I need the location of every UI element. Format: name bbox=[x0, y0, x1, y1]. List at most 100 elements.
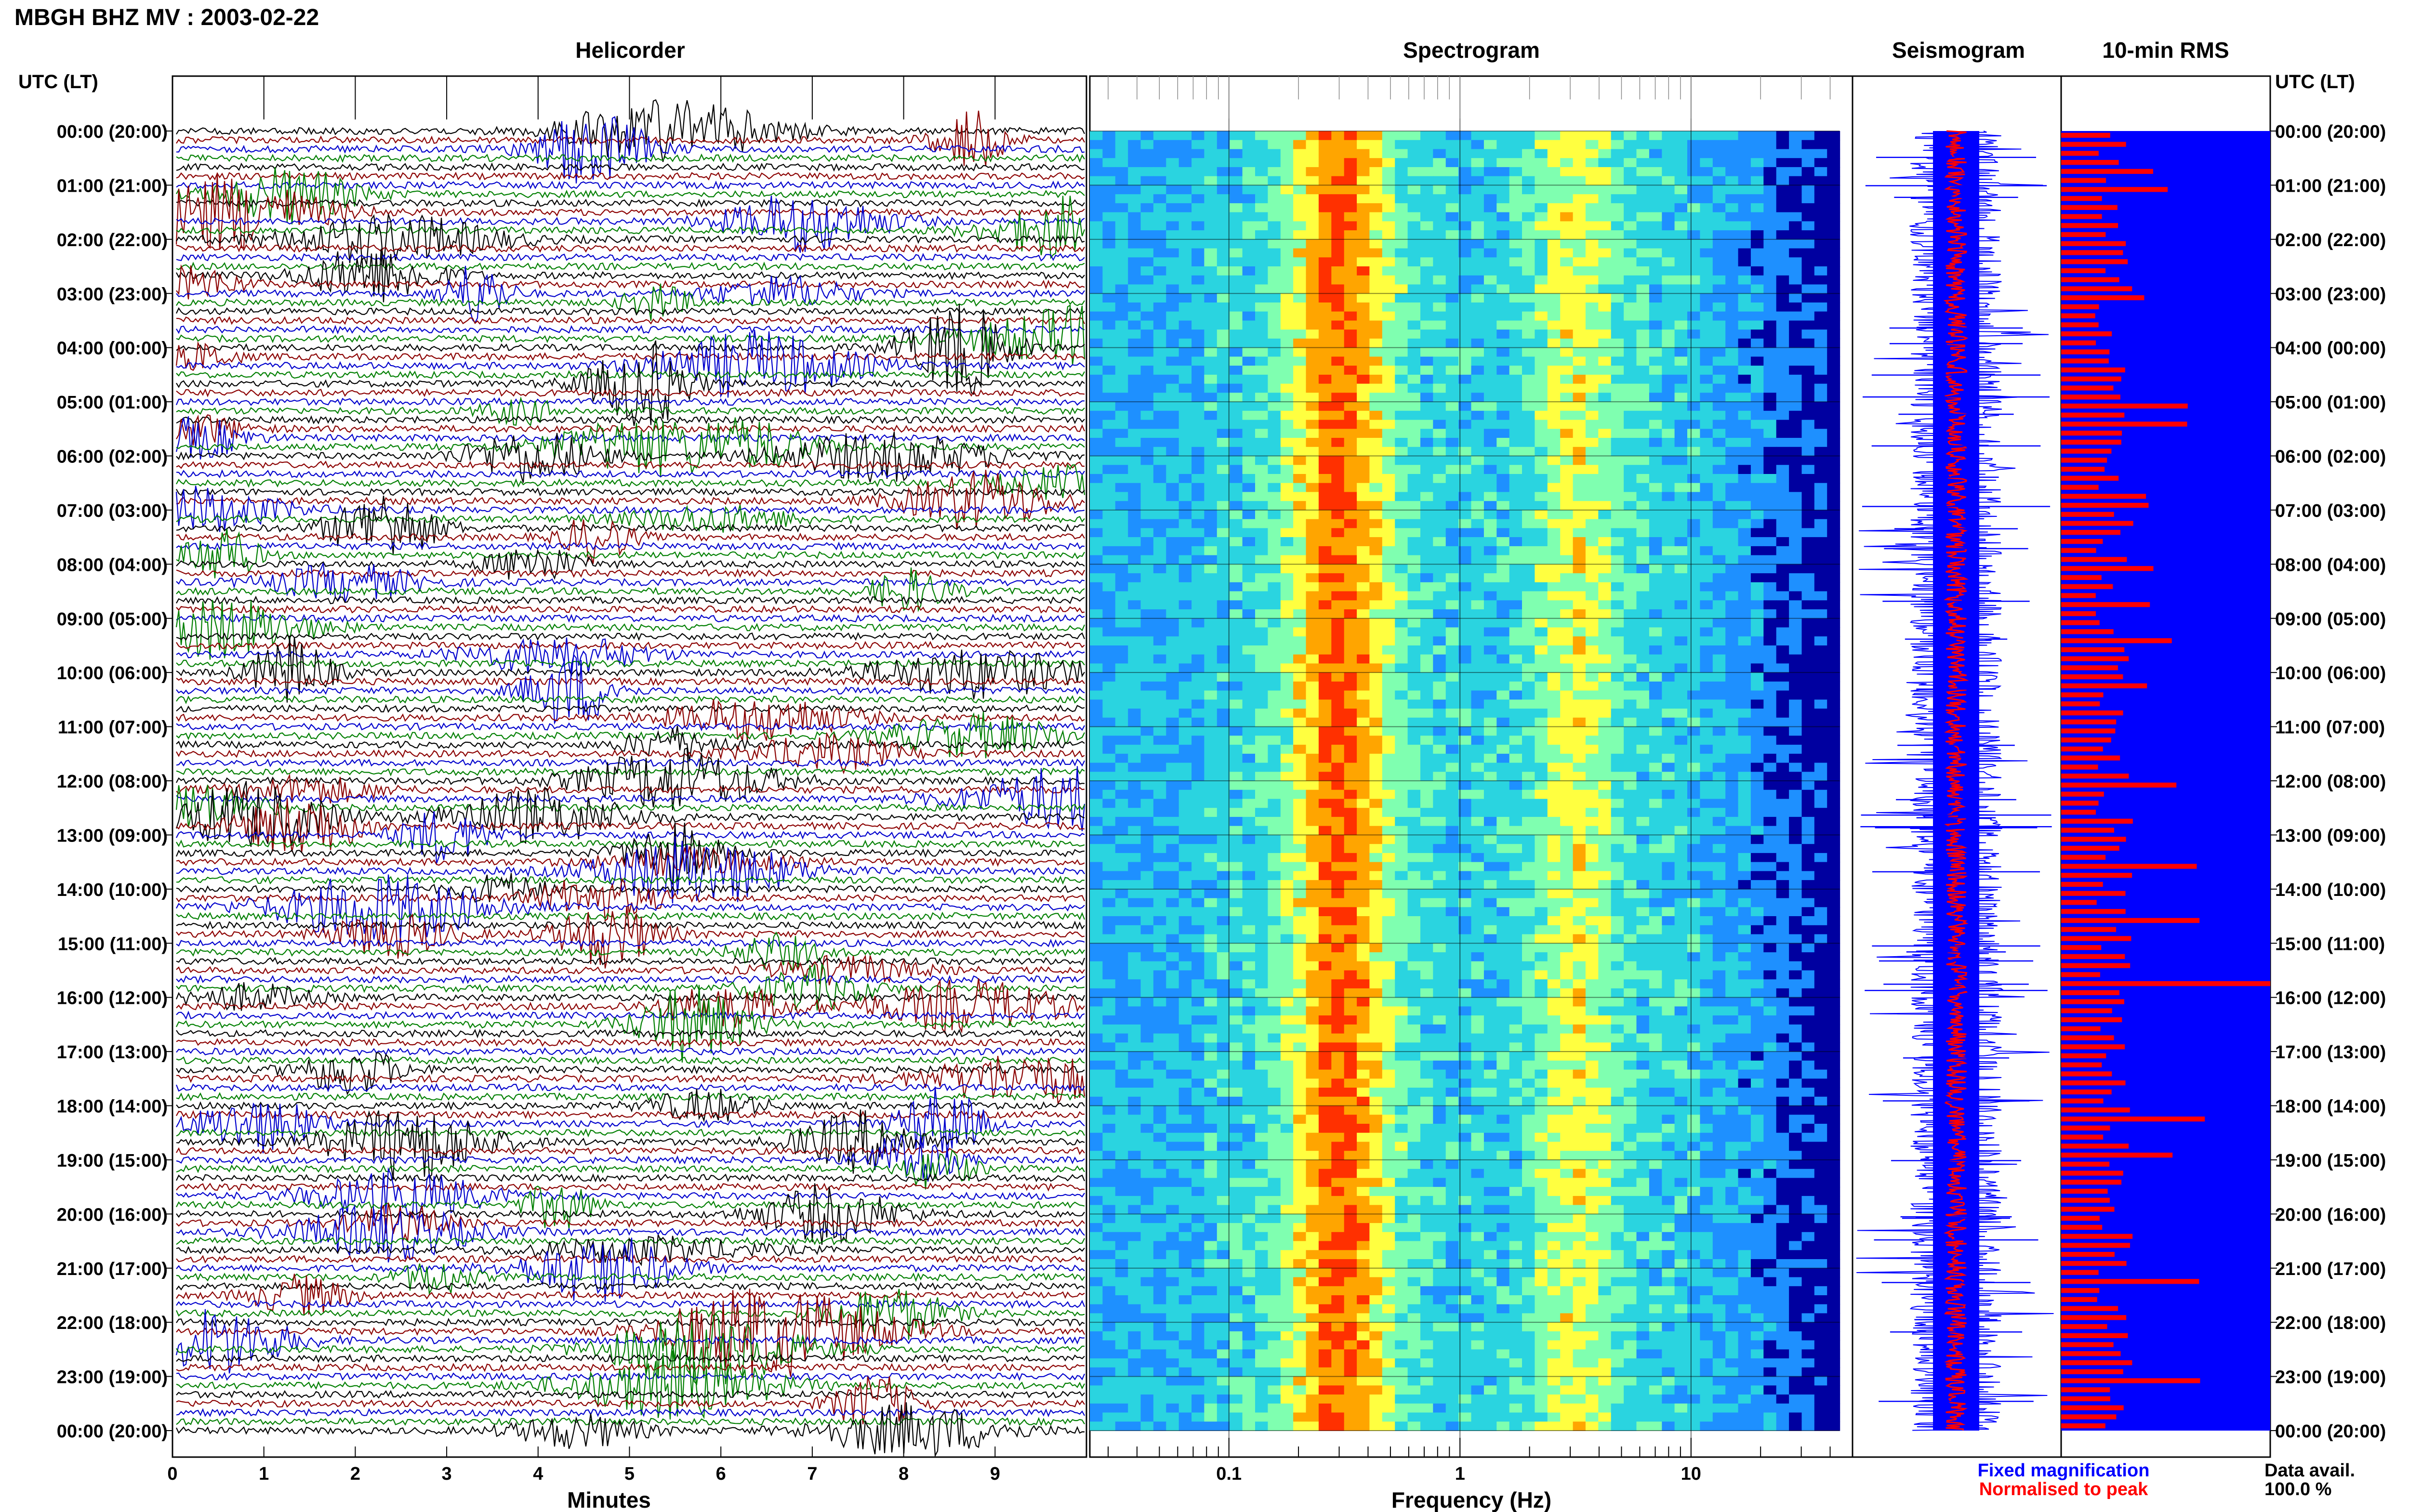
spectrogram-cell bbox=[1115, 302, 1128, 312]
spectrogram-cell bbox=[1407, 257, 1421, 267]
spectrogram-cell bbox=[1178, 763, 1192, 772]
spectrogram-cell bbox=[1700, 347, 1713, 357]
spectrogram-cell bbox=[1395, 627, 1408, 637]
spectrogram-cell bbox=[1217, 374, 1230, 384]
spectrogram-cell bbox=[1395, 356, 1408, 366]
spectrogram-cell bbox=[1407, 383, 1421, 393]
spectrogram-cell bbox=[1357, 393, 1370, 402]
spectrogram-cell bbox=[1115, 862, 1128, 871]
spectrogram-cell bbox=[1649, 808, 1662, 817]
spectrogram-cell bbox=[1573, 320, 1586, 330]
spectrogram-cell bbox=[1369, 456, 1383, 465]
spectrogram-cell bbox=[1763, 736, 1777, 745]
spectrogram-cell bbox=[1217, 546, 1230, 556]
spectrogram-cell bbox=[1624, 645, 1637, 655]
spectrogram-cell bbox=[1102, 862, 1116, 871]
spectrogram-cell bbox=[1585, 393, 1599, 402]
spectrogram-cell bbox=[1268, 320, 1281, 330]
spectrogram-cell bbox=[1750, 681, 1764, 691]
spectrogram-cell bbox=[1153, 519, 1166, 528]
spectrogram-cell bbox=[1395, 699, 1408, 709]
spectrogram-cell bbox=[1801, 420, 1815, 429]
spectrogram-cell bbox=[1178, 726, 1192, 736]
spectrogram-cell bbox=[1331, 230, 1345, 240]
spectrogram-cell bbox=[1217, 176, 1230, 185]
spectrogram-cell bbox=[1306, 709, 1319, 718]
spectrogram-cell bbox=[1801, 366, 1815, 375]
spectrogram-cell bbox=[1827, 149, 1840, 158]
spectrogram-cell bbox=[1357, 519, 1370, 528]
spectrogram-cell bbox=[1153, 158, 1166, 168]
spectrogram-cell bbox=[1268, 167, 1281, 177]
spectrogram-cell bbox=[1827, 591, 1840, 601]
spectrogram-cell bbox=[1204, 510, 1218, 520]
spectrogram-cell bbox=[1471, 627, 1484, 637]
spectrogram-cell bbox=[1636, 131, 1650, 141]
spectrogram-cell bbox=[1509, 140, 1522, 149]
spectrogram-cell bbox=[1230, 627, 1243, 637]
spectrogram-cell bbox=[1166, 320, 1179, 330]
spectrogram-cell bbox=[1636, 600, 1650, 610]
spectrogram-cell bbox=[1598, 564, 1612, 574]
spectrogram-cell bbox=[1535, 338, 1548, 348]
spectrogram-cell bbox=[1725, 726, 1739, 736]
spectrogram-cell bbox=[1357, 528, 1370, 538]
spectrogram-cell bbox=[1420, 356, 1433, 366]
spectrogram-cell bbox=[1268, 672, 1281, 682]
spectrogram-cell bbox=[1649, 835, 1662, 844]
spectrogram-cell bbox=[1674, 663, 1688, 673]
spectrogram-cell bbox=[1255, 420, 1268, 429]
spectrogram-cell bbox=[1763, 609, 1777, 619]
spectrogram-cell bbox=[1090, 555, 1103, 565]
spectrogram-cell bbox=[1814, 438, 1827, 447]
spectrogram-cell bbox=[1725, 618, 1739, 628]
spectrogram-cell bbox=[1483, 600, 1497, 610]
spectrogram-cell bbox=[1585, 158, 1599, 168]
spectrogram-cell bbox=[1191, 816, 1205, 827]
spectrogram-cell bbox=[1420, 248, 1433, 258]
spectrogram-cell bbox=[1649, 510, 1662, 520]
spectrogram-cell bbox=[1166, 158, 1179, 168]
spectrogram-cell bbox=[1242, 149, 1256, 158]
spectrogram-cell bbox=[1293, 862, 1307, 871]
spectrogram-cell bbox=[1293, 374, 1307, 384]
spectrogram-cell bbox=[1407, 402, 1421, 411]
spectrogram-cell bbox=[1700, 239, 1713, 249]
spectrogram-cell bbox=[1357, 816, 1370, 827]
spectrogram-cell bbox=[1280, 745, 1294, 754]
spectrogram-cell bbox=[1598, 248, 1612, 258]
spectrogram-cell bbox=[1585, 257, 1599, 267]
spectrogram-cell bbox=[1407, 248, 1421, 258]
spectrogram-cell bbox=[1636, 717, 1650, 727]
spectrogram-cell bbox=[1547, 862, 1561, 871]
helicorder-trace bbox=[175, 1309, 1085, 1374]
spectrogram-cell bbox=[1496, 789, 1510, 799]
spectrogram-cell bbox=[1662, 402, 1675, 411]
spectrogram-cell bbox=[1090, 447, 1103, 457]
spectrogram-cell bbox=[1509, 772, 1522, 781]
spectrogram-cell bbox=[1738, 799, 1751, 808]
spectrogram-cell bbox=[1649, 149, 1662, 158]
spectrogram-cell bbox=[1242, 816, 1256, 827]
spectrogram-cell bbox=[1649, 699, 1662, 709]
spectrogram-cell bbox=[1725, 311, 1739, 321]
spectrogram-cell bbox=[1725, 772, 1739, 781]
spectrogram-cell bbox=[1191, 402, 1205, 411]
spectrogram-cell bbox=[1471, 194, 1484, 204]
spectrogram-cell bbox=[1687, 528, 1700, 538]
spectrogram-cell bbox=[1763, 167, 1777, 177]
spectrogram-cell bbox=[1204, 131, 1218, 141]
spectrogram-cell bbox=[1636, 844, 1650, 854]
spectrogram-cell bbox=[1268, 257, 1281, 267]
spectrogram-cell bbox=[1509, 329, 1522, 339]
spectrogram-cell bbox=[1471, 772, 1484, 781]
spectrogram-cell bbox=[1306, 185, 1319, 195]
spectrogram-cell bbox=[1522, 654, 1535, 664]
spectrogram-cell bbox=[1458, 447, 1472, 457]
spectrogram-cell bbox=[1598, 717, 1612, 727]
spectrogram-cell bbox=[1611, 546, 1624, 556]
spectrogram-cell bbox=[1649, 745, 1662, 754]
spectrogram-cell bbox=[1560, 546, 1574, 556]
spectrogram-cell bbox=[1458, 438, 1472, 447]
spectrogram-cell bbox=[1090, 203, 1103, 213]
